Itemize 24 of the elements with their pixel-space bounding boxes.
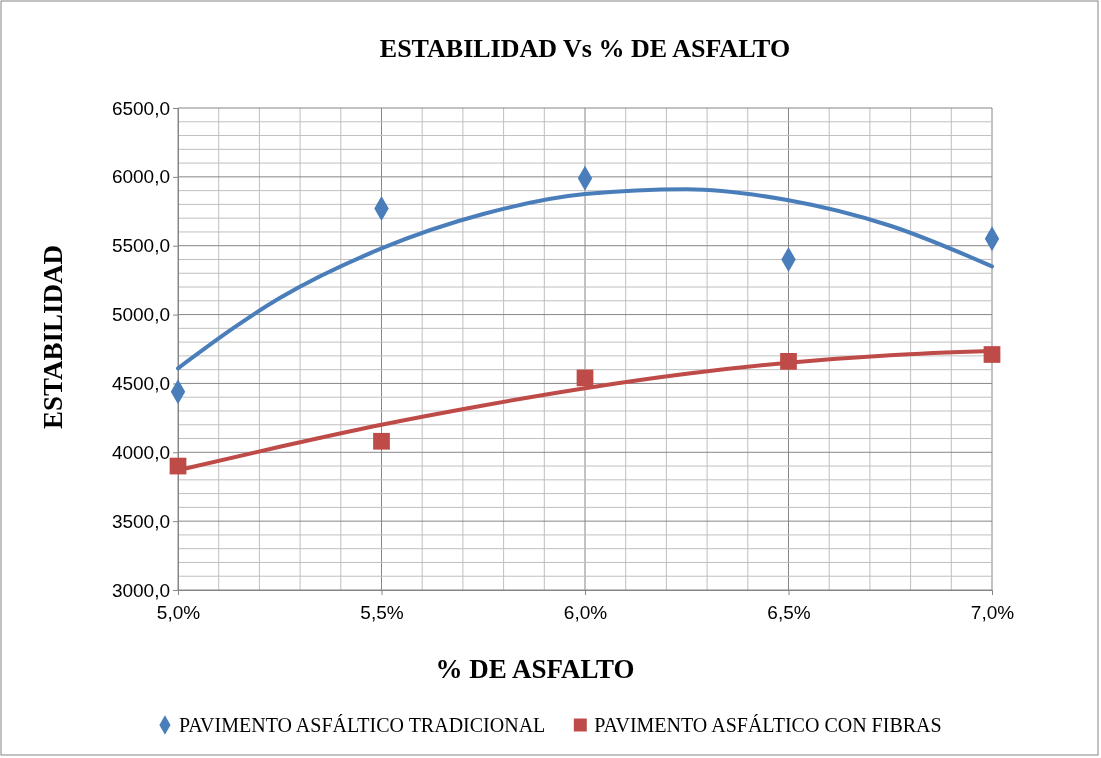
x-tick-label: 6,0% bbox=[563, 601, 608, 623]
y-tick-label: 3000,0 bbox=[111, 579, 170, 601]
x-tick-label: 5,5% bbox=[360, 601, 404, 623]
point bbox=[780, 353, 797, 370]
legend-label: PAVIMENTO ASFÁLTICO CON FIBRAS bbox=[594, 714, 942, 736]
point bbox=[576, 369, 594, 387]
point bbox=[983, 346, 1001, 363]
line-series bbox=[176, 187, 994, 371]
point bbox=[373, 432, 390, 450]
y-tick-label: 4000,0 bbox=[111, 441, 170, 463]
y-tick-label: 6000,0 bbox=[111, 166, 170, 188]
x-tick-label: 6,5% bbox=[767, 601, 811, 623]
y-tick-label: 5000,0 bbox=[111, 304, 170, 326]
y-tick-label: 5500,0 bbox=[111, 235, 170, 257]
y-tick-label: 4500,0 bbox=[111, 373, 170, 395]
y-tick-label: 3500,0 bbox=[111, 510, 170, 532]
point bbox=[169, 457, 187, 475]
x-tick-label: 5,0% bbox=[156, 601, 201, 623]
legend-label: PAVIMENTO ASFÁLTICO TRADICIONAL bbox=[178, 714, 546, 736]
chart-title: ESTABILIDAD Vs % DE ASFALTO bbox=[379, 34, 791, 63]
x-axis-title: % DE ASFALTO bbox=[435, 654, 635, 684]
y-axis-title: ESTABILIDAD bbox=[38, 244, 68, 430]
x-tick-label: 7,0% bbox=[970, 601, 1015, 623]
y-tick-label: 6500,0 bbox=[111, 97, 170, 119]
